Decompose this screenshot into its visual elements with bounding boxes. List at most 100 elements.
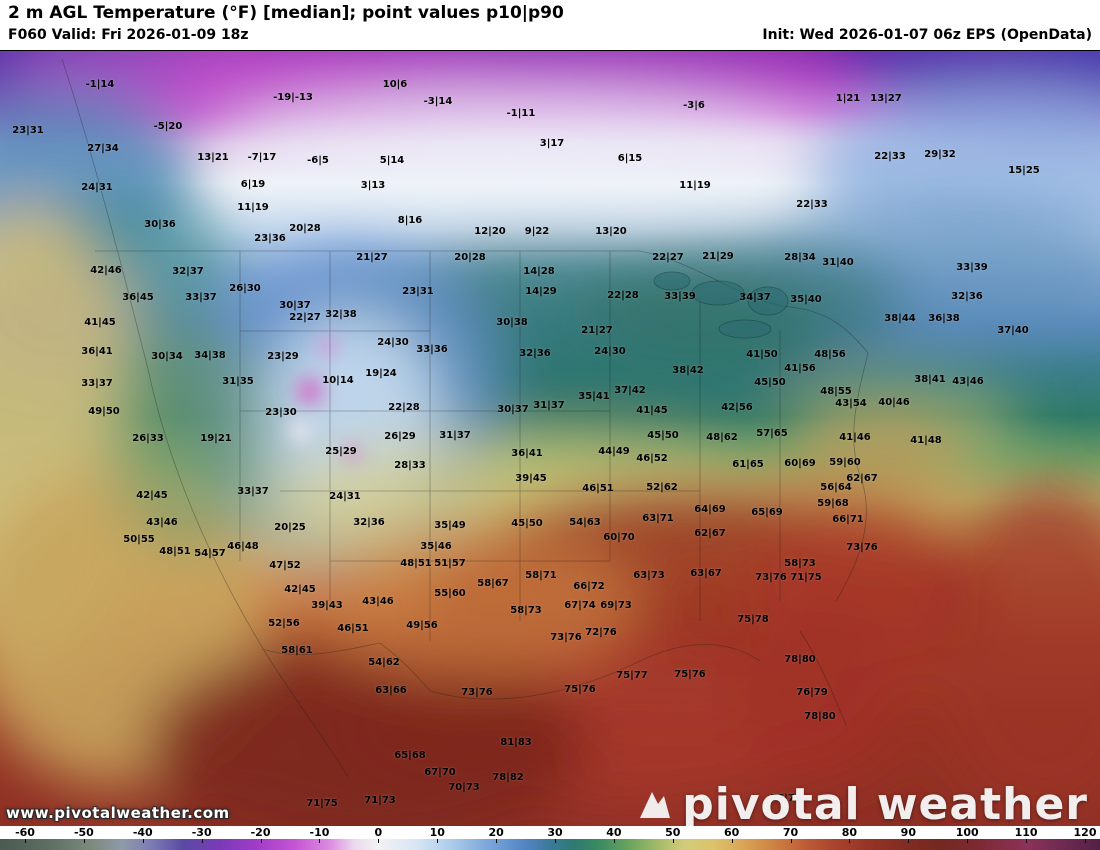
point-value: 63|67: [690, 568, 722, 579]
point-value: -1|11: [506, 108, 536, 119]
point-value: 36|41: [511, 448, 543, 459]
point-value: 41|46: [839, 432, 871, 443]
point-value: 70|73: [448, 782, 480, 793]
temperature-field: [0, 51, 1100, 826]
point-value: 32|36: [353, 517, 385, 528]
point-value: 75|78: [737, 614, 769, 625]
point-value: 50|55: [123, 534, 155, 545]
point-value: 1|21: [835, 93, 861, 104]
point-value: 34|38: [194, 350, 226, 361]
point-value: 30|34: [151, 351, 183, 362]
point-value: 58|67: [477, 578, 509, 589]
great-lakes: [653, 271, 789, 339]
point-value: 60|69: [784, 458, 816, 469]
point-value: 26|33: [132, 433, 164, 444]
colorbar-tick-mark: [142, 839, 144, 843]
point-value: -19|-13: [273, 92, 313, 103]
colorbar-tick-mark: [1085, 839, 1086, 843]
point-value: 28|34: [784, 252, 816, 263]
colorbar-tick-mark: [555, 839, 556, 843]
point-value: 14|28: [523, 266, 555, 277]
colorbar-tick-mark: [25, 839, 26, 843]
point-value: 78|80: [784, 654, 816, 665]
point-value: 36|45: [122, 292, 154, 303]
point-value: 35|46: [420, 541, 452, 552]
point-value: 45|50: [647, 430, 679, 441]
point-value: -7|17: [247, 152, 277, 163]
colorbar-tick-mark: [672, 839, 674, 843]
point-value: 75|77: [616, 670, 648, 681]
point-value: 33|37: [81, 378, 113, 389]
point-value: 67|70: [424, 767, 456, 778]
point-value: 72|76: [585, 627, 617, 638]
point-value: 54|63: [569, 517, 601, 528]
point-value: 57|65: [756, 428, 788, 439]
point-value: 20|25: [274, 522, 306, 533]
point-value: 37|40: [997, 325, 1029, 336]
point-value: 21|29: [702, 251, 734, 262]
point-value: 52|56: [268, 618, 300, 629]
point-value: 78|80: [804, 711, 836, 722]
point-value: 23|29: [267, 351, 299, 362]
colorbar-tick-label: -50: [73, 826, 94, 839]
header-subrow: F060 Valid: Fri 2026-01-09 18z Init: Wed…: [8, 27, 1092, 43]
point-value: 22|33: [796, 199, 828, 210]
point-value: -5|20: [153, 121, 183, 132]
point-value: 48|51: [400, 558, 432, 569]
point-value: 75|76: [564, 684, 596, 695]
point-value: 46|51: [337, 623, 369, 634]
point-value: 66|71: [832, 514, 864, 525]
point-value: 43|46: [952, 376, 984, 387]
point-value: 31|40: [822, 257, 854, 268]
map-header: 2 m AGL Temperature (°F) [median]; point…: [0, 0, 1100, 50]
colorbar-tick-label: 30: [547, 826, 563, 839]
point-value: 33|39: [664, 291, 696, 302]
point-value: 45|50: [754, 377, 786, 388]
point-value: 30|37: [497, 404, 529, 415]
point-value: 24|30: [377, 337, 409, 348]
point-value: 38|42: [672, 365, 704, 376]
colorbar-tick-mark: [908, 839, 910, 843]
point-value: 26|30: [229, 283, 261, 294]
point-value: 69|73: [600, 600, 632, 611]
point-value: 15|25: [1008, 165, 1040, 176]
point-value: 44|49: [598, 446, 630, 457]
point-value: 22|28: [388, 402, 420, 413]
point-value: 67|74: [564, 600, 596, 611]
colorbar-tick-label: -30: [191, 826, 212, 839]
colorbar-tick-label: 50: [665, 826, 681, 839]
point-value: 58|61: [281, 645, 313, 656]
point-value: 33|39: [956, 262, 988, 273]
point-value: 6|15: [617, 153, 643, 164]
point-value: 46|48: [227, 541, 259, 552]
colorbar-tick-mark: [319, 839, 321, 843]
point-value: 31|37: [533, 400, 565, 411]
colorbar-tick-label: 60: [724, 826, 740, 839]
point-value: 12|20: [474, 226, 506, 237]
cold-spots: [289, 338, 360, 461]
point-value: 23|31: [12, 125, 44, 136]
point-value: 21|27: [581, 325, 613, 336]
point-value: 73|76: [550, 632, 582, 643]
pivotal-weather-logo-icon: [640, 791, 671, 818]
point-value: -3|14: [423, 96, 453, 107]
point-value: 81|83: [500, 737, 532, 748]
point-value: 62|67: [694, 528, 726, 539]
point-value: 71|75: [790, 572, 822, 583]
colorbar-tick-mark: [378, 839, 380, 843]
point-value: 43|54: [835, 398, 867, 409]
colorbar-tick-mark: [1026, 839, 1028, 843]
point-value: 60|70: [603, 532, 635, 543]
point-value: 3|13: [360, 180, 386, 191]
point-value: 31|37: [439, 430, 471, 441]
point-value: 23|31: [402, 286, 434, 297]
point-value: 5|14: [379, 155, 405, 166]
point-value: 76|79: [770, 793, 802, 804]
point-value: 13|21: [197, 152, 229, 163]
map-canvas[interactable]: -1|14 10|6 -19|-13 -3|14 23|31 -5|20 -1|11 -3|6…: [0, 50, 1100, 826]
colorbar-tick-label: 20: [488, 826, 504, 839]
point-value: 43|46: [362, 596, 394, 607]
point-value: 32|37: [172, 266, 204, 277]
point-value: 73|76: [461, 687, 493, 698]
point-value: 30|37: [279, 300, 311, 311]
